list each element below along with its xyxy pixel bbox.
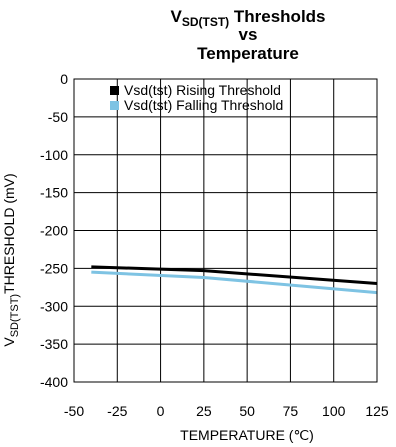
chart-title-line1: VSD(TST) Thresholds — [170, 7, 325, 29]
plot-frame — [73, 78, 378, 383]
y-axis-title: VSD(TST)THRESHOLD (mV) — [1, 173, 21, 346]
x-tick-label: 75 — [283, 403, 299, 419]
x-tick-label: 100 — [322, 403, 346, 419]
chart-title-line3: Temperature — [197, 44, 299, 63]
y-tick-label: -250 — [40, 260, 68, 276]
y-tick-labels: 0 -50 -100 -150 -200 -250 -300 -350 -400 — [40, 71, 68, 390]
y-tick-label: 0 — [60, 71, 68, 87]
legend-swatch-2 — [110, 101, 119, 110]
grid — [73, 78, 378, 383]
x-tick-label: -25 — [107, 403, 127, 419]
y-tick-label: -400 — [40, 374, 68, 390]
x-tick-labels: -50 -25 0 25 50 75 100 125 — [64, 403, 389, 419]
x-tick-label: 125 — [365, 403, 389, 419]
series-lines — [91, 265, 378, 295]
x-tick-label: -50 — [64, 403, 84, 419]
y-tick-label: -150 — [40, 185, 68, 201]
series-line-2 — [91, 270, 378, 295]
legend-swatch-1 — [110, 86, 119, 95]
series-line-1 — [91, 265, 378, 286]
x-axis-title: TEMPERATURE (℃) — [180, 427, 314, 443]
legend-label-1: Vsd(tst) Rising Threshold — [124, 82, 281, 98]
legend-label-2: Vsd(tst) Falling Threshold — [124, 97, 283, 113]
y-tick-label: -350 — [40, 336, 68, 352]
y-tick-label: -200 — [40, 223, 68, 239]
x-tick-label: 50 — [239, 403, 255, 419]
y-tick-label: -100 — [40, 147, 68, 163]
x-tick-label: 0 — [157, 403, 165, 419]
chart-title-line2: vs — [239, 25, 258, 44]
y-tick-label: -300 — [40, 298, 68, 314]
x-tick-label: 25 — [196, 403, 212, 419]
y-tick-label: -50 — [48, 109, 68, 125]
